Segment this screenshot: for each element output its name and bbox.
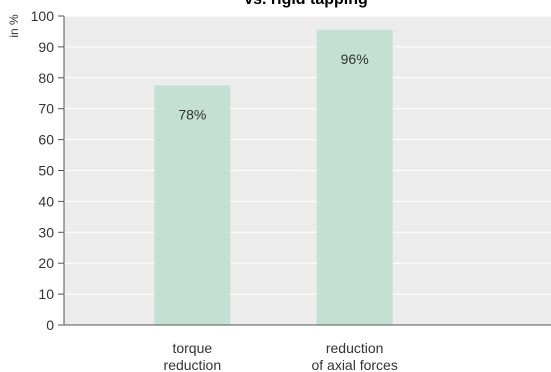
bar (154, 85, 231, 326)
data-label: 78% (178, 107, 206, 123)
data-label: 96% (341, 51, 369, 67)
y-axis-label: in % (7, 14, 21, 38)
y-tick-label: 100 (31, 8, 55, 24)
x-tick-label: torque reduction (164, 340, 222, 372)
bar (316, 29, 393, 326)
y-tick-label: 20 (38, 255, 54, 271)
grid-lines (64, 15, 551, 295)
y-tick-label: 40 (38, 193, 54, 209)
x-tick-label: reduction of axial forces (311, 340, 397, 372)
chart-title: vs. rigid tapping (244, 0, 368, 8)
y-tick-label: 50 (38, 163, 54, 179)
y-tick-label: 60 (38, 132, 54, 148)
y-axis-ticks: 0 10 20 30 40 50 60 70 80 90 100 (31, 8, 64, 333)
y-tick-label: 10 (38, 286, 54, 302)
y-tick-label: 90 (38, 39, 54, 55)
x-axis-labels: torque reduction reduction of axial forces (164, 340, 398, 372)
y-tick-label: 30 (38, 224, 54, 240)
bars: 78% 96% (154, 29, 393, 326)
y-tick-label: 0 (46, 317, 54, 333)
y-tick-label: 80 (38, 70, 54, 86)
y-tick-label: 70 (38, 101, 54, 117)
